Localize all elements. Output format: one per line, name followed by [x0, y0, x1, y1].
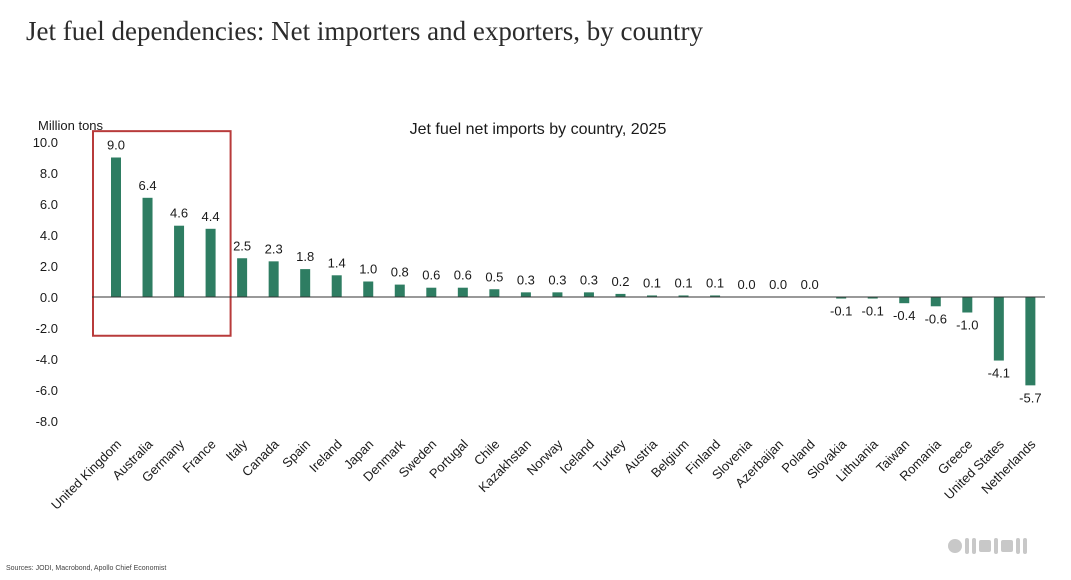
bar-denmark — [394, 284, 405, 297]
bar-chile — [489, 289, 500, 297]
bar-canada — [268, 261, 279, 297]
value-label: -0.4 — [893, 308, 915, 323]
bar-australia — [142, 197, 153, 297]
page-title: Jet fuel dependencies: Net importers and… — [26, 16, 704, 46]
bar-japan — [363, 281, 374, 297]
bar-ireland — [331, 275, 342, 297]
value-label: -4.1 — [988, 366, 1010, 381]
bar-italy — [237, 258, 248, 297]
value-label: -0.1 — [830, 304, 852, 319]
value-label: -5.7 — [1019, 390, 1041, 405]
category-label: Norway — [524, 436, 566, 478]
bar-turkey — [615, 293, 626, 297]
value-label: 0.6 — [422, 268, 440, 283]
value-label: -0.1 — [862, 304, 884, 319]
bar-taiwan — [899, 297, 910, 304]
value-label: 1.8 — [296, 249, 314, 264]
bar-spain — [300, 269, 311, 297]
highlight-box — [92, 130, 232, 337]
category-label: Iceland — [557, 437, 597, 477]
bar-lithuania — [867, 297, 878, 299]
value-label: 0.8 — [391, 265, 409, 280]
bar-slovakia — [836, 297, 847, 299]
y-tick-label: -6.0 — [36, 383, 58, 398]
y-axis-label-group: Million tons — [38, 118, 104, 133]
value-label: 0.5 — [485, 269, 503, 284]
bar-kazakhstan — [520, 292, 531, 297]
bar-netherlands — [1025, 297, 1036, 386]
value-label: -0.6 — [925, 311, 947, 326]
bar-finland — [710, 295, 721, 297]
y-tick-label: -2.0 — [36, 321, 58, 336]
y-tick-label: 10.0 — [33, 135, 58, 150]
watermark-icon — [948, 538, 1027, 554]
chart-title: Jet fuel net imports by country, 2025 — [410, 121, 667, 138]
y-tick-label: 6.0 — [40, 197, 58, 212]
y-tick-label: 4.0 — [40, 228, 58, 243]
y-tick-label: 2.0 — [40, 259, 58, 274]
bar-romania — [930, 297, 941, 307]
y-tick-label: 8.0 — [40, 166, 58, 181]
bar-belgium — [678, 295, 689, 297]
value-label: 0.1 — [675, 275, 693, 290]
value-label: 0.0 — [769, 277, 787, 292]
bars-layer — [111, 157, 1036, 386]
value-label: 0.0 — [738, 277, 756, 292]
value-labels-layer: 9.0 6.4 4.6 4.4 2.5 2.3 1.8 1.4 1.0 0.8 0.6 0.6 0.5 0… — [107, 138, 1042, 406]
bar-austria — [647, 295, 658, 297]
y-axis-title: Million tons — [38, 118, 104, 133]
bar-iceland — [583, 292, 594, 297]
bar-norway — [552, 292, 563, 297]
value-label: 1.0 — [359, 262, 377, 277]
bar-chart: Million tons Jet fuel net imports by cou… — [33, 118, 1045, 513]
source-note: Sources: JODI, Macrobond, Apollo Chief E… — [6, 565, 167, 572]
bar-united-kingdom — [111, 157, 121, 297]
y-tick-label: -4.0 — [36, 352, 58, 367]
value-label: 1.4 — [328, 255, 346, 270]
value-label: 0.3 — [517, 272, 535, 287]
category-label: France — [179, 437, 218, 476]
category-label: Ireland — [306, 437, 345, 476]
value-label: 9.0 — [107, 138, 125, 153]
value-label: 0.1 — [706, 275, 724, 290]
value-label: -1.0 — [956, 318, 978, 333]
value-label: 0.6 — [454, 268, 472, 283]
value-label: 0.1 — [643, 275, 661, 290]
bar-france — [205, 228, 216, 297]
value-label: 6.4 — [138, 178, 156, 193]
value-label: 0.3 — [548, 272, 566, 287]
value-label: 2.3 — [265, 241, 283, 256]
bar-united-states — [993, 297, 1004, 361]
highlight-layer — [92, 130, 232, 337]
value-label: 0.2 — [611, 274, 629, 289]
value-label: 4.6 — [170, 206, 188, 221]
bar-greece — [962, 297, 973, 313]
y-tick-label: 0.0 — [40, 290, 58, 305]
value-label: 0.3 — [580, 272, 598, 287]
category-label: Italy — [223, 436, 251, 464]
y-tick-label: -8.0 — [36, 414, 58, 429]
category-label: Turkey — [590, 436, 629, 475]
bar-germany — [174, 225, 185, 297]
y-axis-ticks: 10.0 8.0 6.0 4.0 2.0 0.0 -2.0 -4.0 -6.0 -8.0 — [33, 135, 58, 429]
bar-sweden — [426, 287, 437, 297]
value-label: 0.0 — [801, 277, 819, 292]
value-label: 2.5 — [233, 238, 251, 253]
value-label: 4.4 — [202, 209, 220, 224]
bar-portugal — [457, 287, 468, 297]
